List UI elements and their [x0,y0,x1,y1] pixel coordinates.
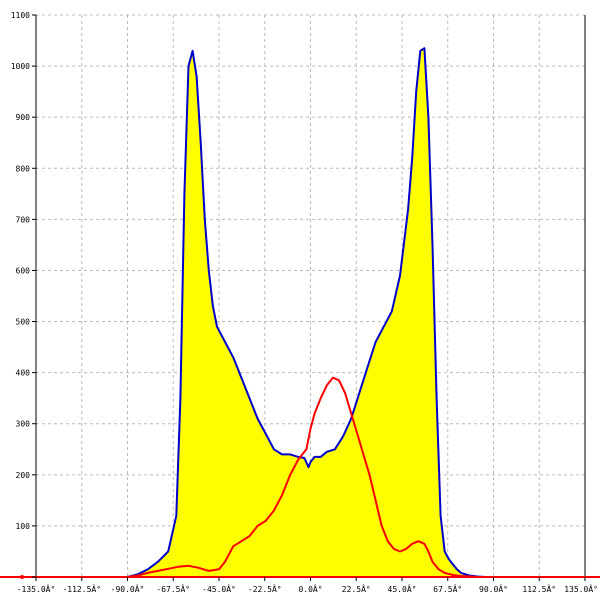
x-tick-label: 135.0Â° [564,583,598,594]
y-tick-label: 100 [16,522,31,531]
y-tick-label: 500 [16,318,31,327]
x-tick-label: 45.0Â° [388,583,417,594]
x-tick-label: 0.0Â° [298,583,322,594]
y-tick-label: 300 [16,420,31,429]
y-tick-label: 400 [16,369,31,378]
y-tick-label: 200 [16,471,31,480]
x-tick-label: -112.5Â° [62,583,101,594]
area-fill [36,48,585,577]
tick-labels: -135.0Â° -112.5Â° -90.0Â° -67.5Â° -45.0Â° -22… [11,11,598,594]
y-tick-label: 900 [16,113,31,122]
x-tick-label: 90.0Â° [479,583,508,594]
x-tick-label: -90.0Â° [111,583,145,594]
y-tick-label: 1000 [11,62,30,71]
baseline-marker [20,575,24,579]
y-tick-label: 600 [16,266,31,275]
y-tick-label: 1100 [11,11,30,20]
x-tick-label: 67.5Â° [433,583,462,594]
x-tick-label: -135.0Â° [17,583,56,594]
x-tick-label: -67.5Â° [156,583,190,594]
x-tick-label: 22.5Â° [342,583,371,594]
series-1-line [36,47,585,578]
series-2-line [36,376,585,578]
y-tick-label: 800 [16,164,31,173]
x-tick-label: -45.0Â° [202,583,236,594]
series-lines [36,47,585,578]
x-tick-label: -22.5Â° [248,583,282,594]
y-tick-label: 700 [16,215,31,224]
axes [0,14,600,581]
series-1-area [36,48,585,577]
x-tick-label: 112.5Â° [522,583,556,594]
